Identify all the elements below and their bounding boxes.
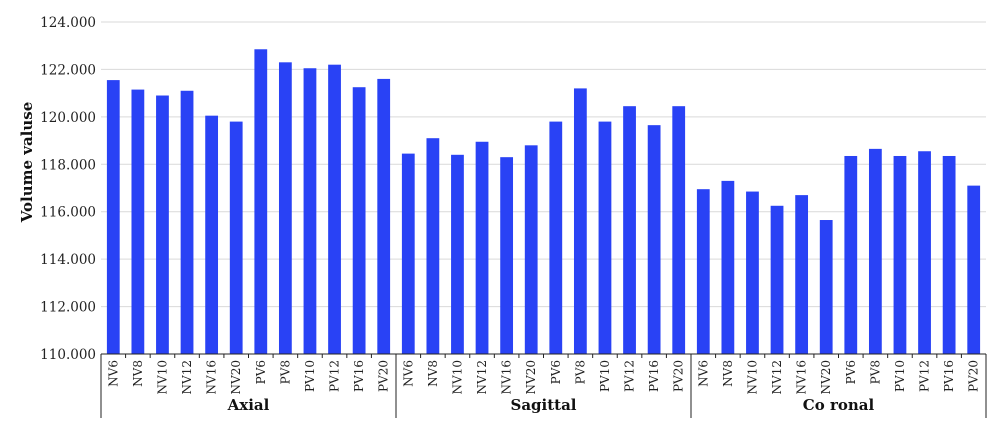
x-category-label: NV8	[426, 360, 440, 387]
x-category-label: PV8	[868, 360, 882, 384]
x-category-label: NV16	[500, 360, 514, 394]
x-category-label: NV20	[524, 360, 538, 394]
x-category-label: PV16	[942, 360, 956, 392]
bar	[303, 68, 317, 354]
x-category-label: NV12	[475, 360, 489, 394]
x-category-label: NV8	[131, 360, 145, 387]
x-category-label: PV12	[328, 360, 342, 392]
x-category-label: NV6	[106, 360, 120, 387]
bar	[770, 205, 784, 354]
bar	[942, 155, 956, 354]
x-category-label: PV16	[647, 360, 661, 392]
group-label: Axial	[227, 396, 270, 414]
y-axis-label: Volume valuse	[18, 102, 36, 224]
bar	[893, 155, 907, 354]
bar	[844, 155, 858, 354]
x-category-label: PV20	[672, 360, 686, 392]
x-category-label: PV12	[623, 360, 637, 392]
y-tick-label: 122.000	[40, 62, 96, 78]
x-category-label: NV10	[155, 360, 169, 394]
bar	[180, 90, 194, 355]
x-category-label: PV10	[893, 360, 907, 392]
x-category-label: PV16	[352, 360, 366, 392]
bar	[696, 189, 710, 354]
bar	[598, 121, 612, 354]
bar	[721, 180, 735, 354]
bar	[500, 157, 514, 354]
y-tick-label: 112.000	[40, 300, 96, 316]
x-category-label: PV6	[844, 360, 858, 384]
bar	[328, 64, 341, 354]
x-category-label: PV10	[303, 360, 317, 392]
x-category-label: NV20	[819, 360, 833, 394]
group-separators	[100, 354, 987, 418]
gridlines	[101, 21, 986, 308]
x-category-label: PV8	[573, 360, 587, 384]
bar	[426, 138, 440, 354]
x-category-label: PV20	[377, 360, 391, 392]
bar	[746, 191, 759, 354]
y-tick-label: 118.000	[40, 157, 96, 173]
bars	[106, 49, 981, 355]
bar	[819, 220, 833, 354]
x-category-label: PV8	[278, 360, 292, 384]
y-tick-label: 114.000	[40, 252, 96, 268]
bar	[451, 154, 464, 354]
x-category-label: NV12	[770, 360, 784, 394]
x-category-label: NV10	[450, 360, 464, 394]
y-tick-label: 116.000	[40, 205, 96, 221]
x-category-label: NV6	[696, 360, 710, 387]
bar	[205, 115, 219, 355]
bar	[549, 121, 563, 354]
bar	[229, 121, 243, 354]
group-label: Sagittal	[510, 396, 576, 414]
group-labels: Axial Sagittal Co ronal	[227, 396, 875, 414]
x-category-label: NV16	[205, 360, 219, 394]
x-category-label: PV6	[549, 360, 563, 384]
y-tick-label: 124.000	[40, 15, 96, 31]
bar	[254, 49, 268, 355]
x-category-label: NV16	[795, 360, 809, 394]
bar	[573, 88, 587, 355]
bar	[156, 95, 169, 354]
x-category-label: NV10	[745, 360, 759, 394]
x-category-label: PV20	[967, 360, 981, 392]
x-category-label: NV8	[721, 360, 735, 387]
x-category-label: PV6	[254, 360, 268, 384]
bar	[106, 80, 120, 354]
bar	[967, 185, 981, 354]
bar	[401, 153, 415, 354]
bar	[918, 151, 931, 354]
bar	[868, 148, 882, 354]
y-tick-label: 120.000	[40, 110, 96, 126]
x-category-label: PV10	[598, 360, 612, 392]
bar	[524, 145, 538, 354]
bar	[623, 106, 636, 354]
bar	[647, 125, 661, 355]
bar	[377, 78, 391, 355]
x-category-label: NV20	[229, 360, 243, 394]
bar	[672, 106, 686, 354]
y-axis-ticks: 110.000 112.000 114.000 116.000 118.000 120.0…	[40, 15, 96, 363]
x-category-label: PV12	[918, 360, 932, 392]
bar	[278, 62, 292, 355]
group-label: Co ronal	[803, 396, 875, 414]
bar	[475, 141, 489, 354]
y-tick-label: 110.000	[40, 347, 96, 363]
bar	[352, 87, 366, 354]
bar	[795, 195, 809, 354]
x-category-label: NV6	[401, 360, 415, 387]
x-category-label: NV12	[180, 360, 194, 394]
bar	[131, 89, 145, 354]
category-labels: NV6 NV8 NV10 NV12 NV16 NV20 PV6 PV8 PV10 PV12 PV16…	[100, 354, 981, 394]
